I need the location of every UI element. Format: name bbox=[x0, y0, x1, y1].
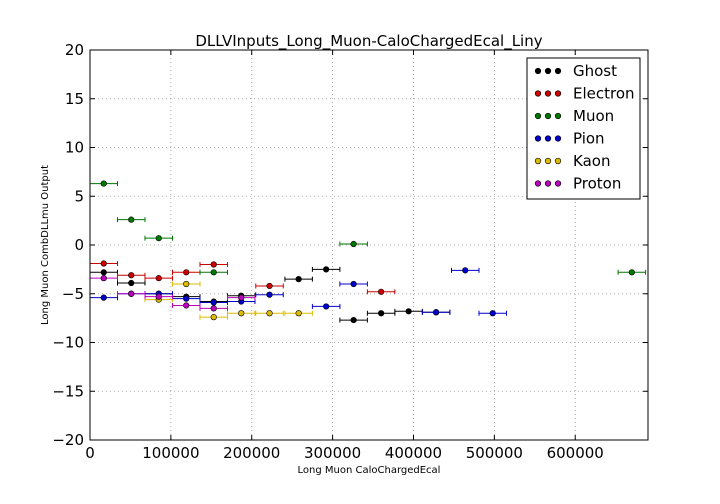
data-point bbox=[210, 305, 217, 312]
legend-item-pion: Pion bbox=[534, 130, 605, 148]
series-electron bbox=[89, 260, 396, 295]
legend-item-muon: Muon bbox=[534, 107, 614, 125]
y-tick-label: 5 bbox=[74, 187, 84, 205]
x-tick-label: 300000 bbox=[304, 444, 361, 462]
legend-marker bbox=[534, 157, 542, 165]
legend-item-electron: Electron bbox=[534, 85, 635, 103]
data-point bbox=[378, 288, 385, 295]
legend-label: Kaon bbox=[573, 152, 610, 170]
data-point bbox=[350, 316, 357, 324]
legend-marker bbox=[544, 67, 552, 75]
data-point bbox=[266, 282, 273, 290]
y-tick-label: 15 bbox=[65, 90, 84, 108]
legend: Ghost Electron Muon Pion Kaon Proton bbox=[526, 57, 641, 200]
legend-marker bbox=[534, 90, 542, 97]
data-point bbox=[100, 275, 107, 282]
x-tick-label: 600000 bbox=[547, 444, 604, 462]
data-point bbox=[100, 260, 107, 267]
y-tick-label: −5 bbox=[62, 285, 84, 303]
legend-marker bbox=[554, 67, 562, 75]
x-tick-label: 500000 bbox=[466, 444, 523, 462]
legend-marker bbox=[544, 180, 552, 187]
data-point bbox=[155, 235, 162, 242]
data-point bbox=[266, 291, 273, 298]
legend-marker bbox=[554, 180, 562, 187]
legend-label: Proton bbox=[573, 175, 621, 193]
legend-marker bbox=[554, 90, 562, 97]
series-proton bbox=[89, 275, 256, 312]
data-point bbox=[210, 299, 217, 306]
legend-marker bbox=[534, 135, 542, 142]
legend-label: Electron bbox=[573, 85, 635, 103]
y-axis-label: Long Muon CombDLLmu Output bbox=[40, 165, 51, 325]
chart-title: DLLVInputs_Long_Muon-CaloChargedEcal_Lin… bbox=[195, 32, 542, 51]
y-tick-label: 0 bbox=[74, 236, 84, 254]
legend-item-ghost: Ghost bbox=[534, 62, 617, 80]
y-tick-label: 20 bbox=[65, 41, 84, 59]
data-point bbox=[350, 280, 357, 288]
data-point bbox=[183, 280, 190, 288]
y-tick-label: −20 bbox=[52, 431, 84, 449]
x-axis-label: Long Muon CaloChargedEcal bbox=[298, 465, 441, 476]
legend-label: Ghost bbox=[573, 62, 617, 80]
axis-ticks: 0 100000 200000 300000 400000 500000 600000 −20… bbox=[52, 41, 648, 462]
data-point bbox=[210, 314, 217, 321]
legend-marker bbox=[534, 67, 542, 75]
data-point bbox=[238, 310, 245, 317]
data-point bbox=[489, 310, 496, 317]
legend-marker bbox=[534, 180, 542, 187]
data-point bbox=[628, 269, 635, 276]
data-point bbox=[155, 293, 162, 300]
y-tick-label: −10 bbox=[52, 334, 84, 352]
data-point bbox=[183, 302, 190, 309]
data-point bbox=[462, 267, 469, 274]
x-tick-label: 400000 bbox=[385, 444, 442, 462]
data-point bbox=[266, 310, 273, 317]
data-point bbox=[405, 308, 412, 315]
data-point bbox=[323, 303, 330, 310]
data-point bbox=[210, 269, 217, 276]
data-point bbox=[295, 310, 302, 317]
legend-marker bbox=[544, 157, 552, 165]
data-point bbox=[378, 310, 385, 317]
legend-label: Muon bbox=[573, 107, 614, 125]
data-point bbox=[183, 269, 190, 276]
data-point bbox=[433, 309, 440, 316]
legend-marker bbox=[554, 112, 562, 120]
x-tick-label: 0 bbox=[85, 444, 95, 462]
data-point bbox=[350, 240, 357, 248]
data-point bbox=[100, 294, 107, 301]
legend-marker bbox=[544, 112, 552, 120]
legend-item-proton: Proton bbox=[534, 175, 621, 193]
data-point bbox=[295, 276, 302, 283]
data-point bbox=[128, 290, 135, 297]
series-layer bbox=[89, 180, 647, 324]
legend-box bbox=[526, 57, 641, 200]
series-muon bbox=[89, 180, 647, 276]
data-point bbox=[183, 295, 190, 302]
data-point bbox=[323, 266, 330, 273]
y-tick-label: 10 bbox=[65, 139, 84, 157]
legend-item-kaon: Kaon bbox=[534, 152, 610, 170]
data-point bbox=[238, 294, 245, 301]
data-point bbox=[100, 269, 107, 276]
legend-marker bbox=[544, 135, 552, 142]
data-point bbox=[128, 216, 135, 223]
legend-marker bbox=[544, 90, 552, 97]
x-tick-label: 200000 bbox=[223, 444, 280, 462]
x-tick-label: 100000 bbox=[142, 444, 199, 462]
data-point bbox=[128, 279, 135, 287]
data-point bbox=[210, 261, 217, 268]
y-tick-label: −15 bbox=[52, 382, 84, 400]
data-point bbox=[155, 275, 162, 282]
data-point bbox=[100, 180, 107, 187]
legend-label: Pion bbox=[573, 130, 605, 148]
legend-marker bbox=[554, 135, 562, 142]
data-point bbox=[128, 272, 135, 279]
legend-marker bbox=[554, 157, 562, 165]
legend-marker bbox=[534, 112, 542, 120]
